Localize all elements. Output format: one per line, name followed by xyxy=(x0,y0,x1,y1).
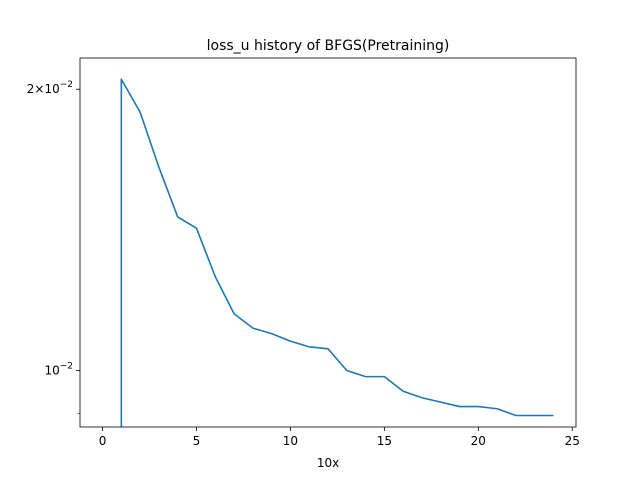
x-tick-label: 15 xyxy=(377,434,392,448)
x-tick-label: 0 xyxy=(99,434,107,448)
plot-area: 0 5 10 15 20 25 2×10−2 10−2 xyxy=(27,57,580,448)
x-tick-label: 20 xyxy=(471,434,486,448)
y-tick-label: 10−2 xyxy=(44,361,73,377)
x-axis-label: 10x xyxy=(317,456,339,470)
y-tick-label: 2×10−2 xyxy=(27,80,73,96)
x-tick-label: 25 xyxy=(565,434,580,448)
x-tick-label: 10 xyxy=(283,434,298,448)
x-tick-label: 5 xyxy=(193,434,201,448)
chart-title: loss_u history of BFGS(Pretraining) xyxy=(207,38,450,54)
series-line-0 xyxy=(120,78,554,427)
axes-frame xyxy=(79,57,577,428)
